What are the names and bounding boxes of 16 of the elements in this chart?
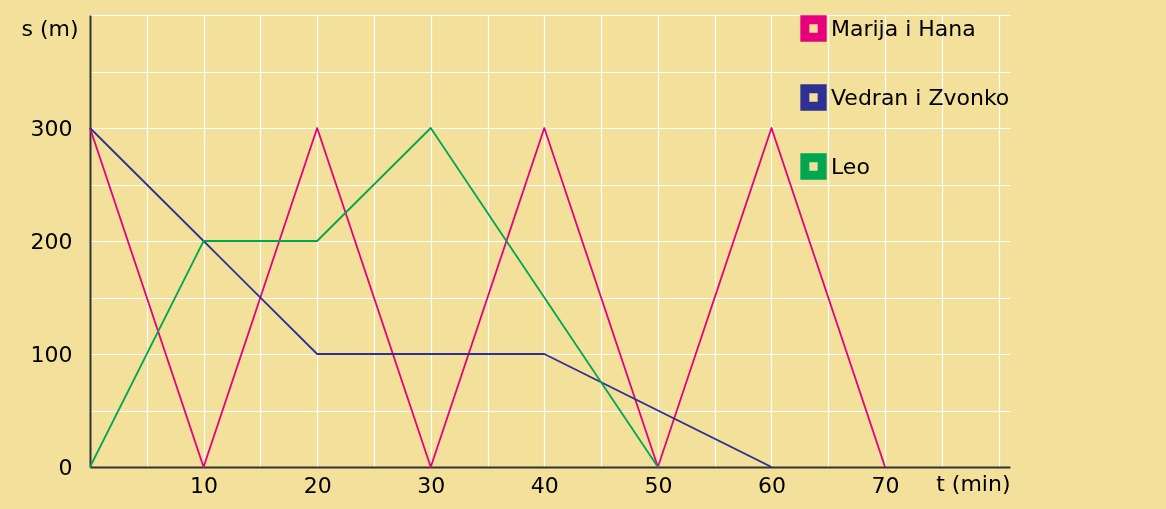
x-tick-label: 30	[417, 472, 446, 498]
legend-label: Leo	[831, 153, 870, 179]
legend-label: Marija i Hana	[831, 15, 976, 41]
x-tick-label: 60	[757, 472, 786, 498]
x-axis-title: t (min)	[936, 470, 1011, 496]
x-tick-label: 20	[303, 472, 332, 498]
y-tick-label: 100	[30, 341, 73, 367]
legend-label: Vedran i Zvonko	[831, 84, 1010, 110]
x-tick-label: 70	[871, 472, 900, 498]
x-tick-label: 50	[644, 472, 673, 498]
x-tick-label: 40	[530, 472, 559, 498]
y-tick-label: 200	[30, 228, 73, 254]
y-tick-label: 0	[58, 454, 73, 480]
y-tick-label: 300	[30, 115, 73, 141]
y-axis-title: s (m)	[21, 15, 79, 41]
x-tick-label: 10	[190, 472, 219, 498]
